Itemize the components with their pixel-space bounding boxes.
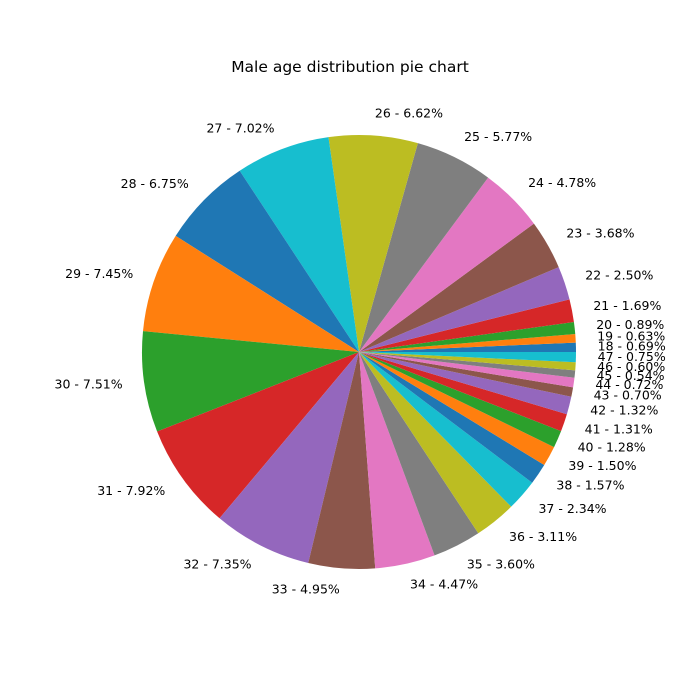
pie-slice-35 [359, 352, 479, 556]
pie-label-31: 31 - 7.92% [97, 483, 165, 498]
pie-slice-37 [359, 352, 533, 507]
pie-label-45: 45 - 0.54% [596, 368, 664, 383]
pie-slice-18 [359, 342, 576, 352]
pie-label-37: 37 - 2.34% [538, 501, 606, 516]
pie-label-35: 35 - 3.60% [467, 556, 535, 571]
pie-slice-24 [359, 177, 534, 352]
pie-slice-32 [219, 352, 359, 563]
pie-label-23: 23 - 3.68% [566, 225, 634, 240]
pie-label-25: 25 - 5.77% [464, 129, 532, 144]
pie-label-29: 29 - 7.45% [65, 266, 133, 281]
pie-slice-46 [359, 352, 576, 371]
pie-slice-41 [359, 352, 567, 432]
pie-label-44: 44 - 0.72% [595, 377, 663, 392]
pie-slice-19 [359, 334, 576, 352]
pie-label-38: 38 - 1.57% [556, 478, 624, 493]
pie-slice-33 [308, 352, 376, 569]
pie-slice-40 [359, 352, 562, 448]
pie-slice-47 [359, 352, 576, 363]
pie-labels: 18 - 0.69%19 - 0.63%20 - 0.89% 21 - 1.69%… [55, 105, 666, 596]
pie-label-34: 34 - 4.47% [410, 577, 478, 592]
pie-slice-21 [359, 299, 574, 352]
pie-label-41: 41 - 1.31% [585, 421, 653, 436]
pie-slice-25 [359, 143, 489, 352]
pie-slice-38 [359, 352, 545, 483]
pie-slice-31 [157, 352, 359, 519]
pie-label-32: 32 - 7.35% [183, 557, 251, 572]
pie-slice-30 [142, 331, 359, 432]
pie-slice-20 [359, 321, 576, 352]
pie-slice-39 [359, 352, 555, 466]
pie-slice-29 [143, 235, 359, 352]
pie-label-28: 28 - 6.75% [121, 176, 189, 191]
pie-label-22: 22 - 2.50% [585, 268, 653, 283]
chart-title: Male age distribution pie chart [231, 58, 469, 76]
pie-slice-26 [328, 135, 418, 352]
pie-label-39: 39 - 1.50% [568, 458, 636, 473]
pie-slices [142, 135, 576, 569]
pie-label-42: 42 - 1.32% [590, 402, 658, 417]
pie-label-20: 20 - 0.89% [596, 317, 664, 332]
pie-label-24: 24 - 4.78% [528, 175, 596, 190]
pie-label-43: 43 - 0.70% [594, 388, 662, 403]
pie-label-27: 27 - 7.02% [206, 120, 274, 135]
pie-label-46: 46 - 0.60% [597, 359, 665, 374]
pie-label-33: 33 - 4.95% [272, 581, 340, 596]
pie-slice-23 [359, 223, 559, 352]
pie-label-19: 19 - 0.63% [597, 328, 665, 343]
pie-label-21: 21 - 1.69% [593, 298, 661, 313]
pie-slice-42 [359, 352, 572, 415]
pie-label-47: 47 - 0.75% [598, 349, 666, 364]
pie-label-40: 40 - 1.28% [578, 439, 646, 454]
pie-slice-27 [239, 137, 359, 352]
pie-label-36: 36 - 3.11% [509, 529, 577, 544]
pie-slice-45 [359, 352, 576, 378]
pie-label-26: 26 - 6.62% [375, 105, 443, 120]
pie-slice-22 [359, 267, 570, 352]
pie-slice-44 [359, 352, 575, 388]
pie-slice-43 [359, 352, 574, 397]
pie-label-18: 18 - 0.69% [598, 338, 666, 353]
pie-label-30: 30 - 7.51% [55, 377, 123, 392]
pie-slice-36 [359, 352, 512, 534]
pie-slice-34 [359, 352, 435, 569]
pie-slice-28 [175, 170, 359, 352]
